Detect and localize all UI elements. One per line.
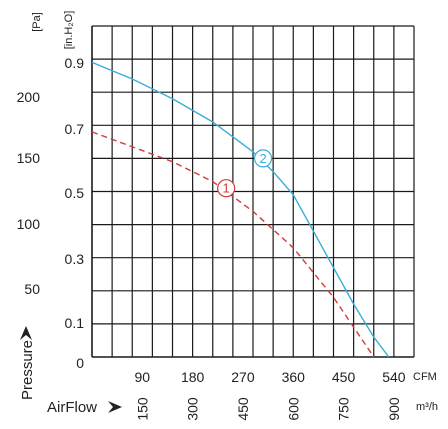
x-primary-tick-label: 360 [282,369,306,385]
y-axis-arrow-icon [20,326,32,340]
x-primary-tick-label: 90 [135,369,151,385]
series-2-line [91,61,390,358]
x-primary-tick-label: 180 [181,369,205,385]
x-secondary-tick-label: 750 [336,397,352,421]
y-axis-title: Pressure [19,340,36,400]
y-secondary-unit: [Pa] [31,12,43,32]
y-primary-tick-label: 0.1 [65,315,85,331]
x-secondary-tick-label: 600 [285,397,301,421]
series-1-label: 1 [223,181,230,196]
x-axis-title: AirFlow [47,399,97,416]
x-secondary-tick-label: 150 [134,397,150,421]
x-secondary-tick-label: 450 [235,397,251,421]
x-primary-unit: CFM [413,371,437,383]
y-primary-tick-label: 0 [76,355,84,371]
x-axis-arrow-icon [108,401,122,413]
y-primary-tick-label: 0.5 [65,185,85,201]
y-primary-tick-label: 0.3 [65,251,85,267]
x-primary-tick-label: 450 [332,369,356,385]
chart-tick-labels: 0 0.1 0.3 0.5 0.7 0.9 50 100 150 200 90 180 270 360 45… [17,55,406,421]
y-secondary-tick-label: 100 [17,216,41,232]
series-1-marker [217,179,236,198]
chart-series: 12 [91,61,390,358]
x-secondary-unit: m³/h [416,401,438,413]
x-secondary-tick-label: 300 [185,397,201,421]
y-secondary-tick-label: 50 [24,281,40,297]
series-1-line [91,131,375,358]
series-2-marker [253,149,273,168]
x-secondary-tick-label: 900 [386,397,402,421]
series-2-label: 2 [259,151,266,166]
x-primary-tick-label: 270 [231,369,255,385]
y-primary-tick-label: 0.7 [65,121,85,137]
chart-grid [91,25,415,358]
y-primary-tick-label: 0.9 [65,55,85,71]
y-secondary-tick-label: 150 [17,150,41,166]
x-primary-tick-label: 540 [382,369,406,385]
y-primary-unit: [in.H₂O] [63,11,75,50]
y-secondary-tick-label: 200 [17,89,41,105]
